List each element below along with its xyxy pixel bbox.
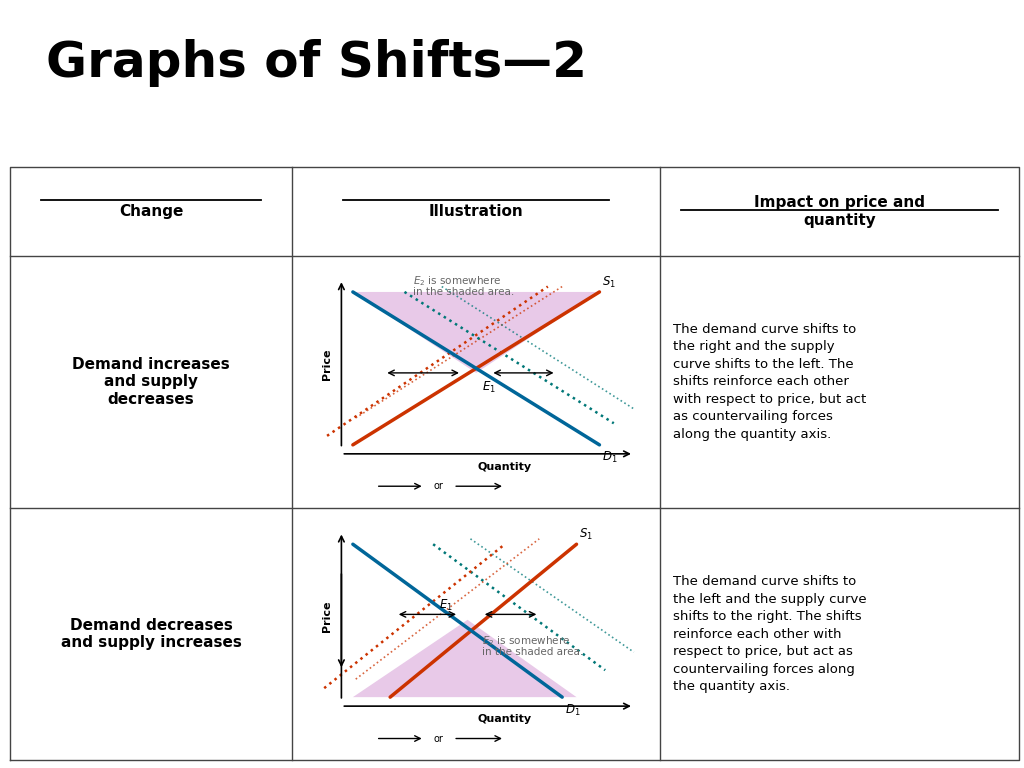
Polygon shape <box>353 620 577 697</box>
Text: $S_1$: $S_1$ <box>580 528 593 542</box>
Text: Price: Price <box>323 348 332 379</box>
Text: or: or <box>434 733 443 743</box>
Text: $S_1$: $S_1$ <box>602 275 616 290</box>
Text: in the shaded area.: in the shaded area. <box>413 286 514 296</box>
Text: Change: Change <box>119 204 183 219</box>
Text: $E_1$: $E_1$ <box>482 380 496 396</box>
Polygon shape <box>353 292 599 373</box>
Text: $E_2$ is somewhere: $E_2$ is somewhere <box>482 634 570 648</box>
Text: Demand decreases
and supply increases: Demand decreases and supply increases <box>60 618 242 650</box>
Text: Graphs of Shifts—2: Graphs of Shifts—2 <box>46 38 587 87</box>
Text: or: or <box>434 482 443 492</box>
Text: Impact on price and
quantity: Impact on price and quantity <box>755 195 925 228</box>
Text: Demand increases
and supply
decreases: Demand increases and supply decreases <box>72 357 230 407</box>
Text: $D_1$: $D_1$ <box>565 703 581 717</box>
Text: The demand curve shifts to
the left and the supply curve
shifts to the right. Th: The demand curve shifts to the left and … <box>673 575 866 694</box>
Text: in the shaded area.: in the shaded area. <box>482 647 583 657</box>
Text: $E_1$: $E_1$ <box>439 598 454 613</box>
Text: Price: Price <box>323 601 332 632</box>
Text: $D_1$: $D_1$ <box>602 450 617 465</box>
Text: Quantity: Quantity <box>478 714 531 724</box>
Text: Quantity: Quantity <box>478 462 531 472</box>
Text: Illustration: Illustration <box>429 204 523 219</box>
Text: $E_2$ is somewhere: $E_2$ is somewhere <box>413 274 502 288</box>
Text: The demand curve shifts to
the right and the supply
curve shifts to the left. Th: The demand curve shifts to the right and… <box>673 323 866 441</box>
